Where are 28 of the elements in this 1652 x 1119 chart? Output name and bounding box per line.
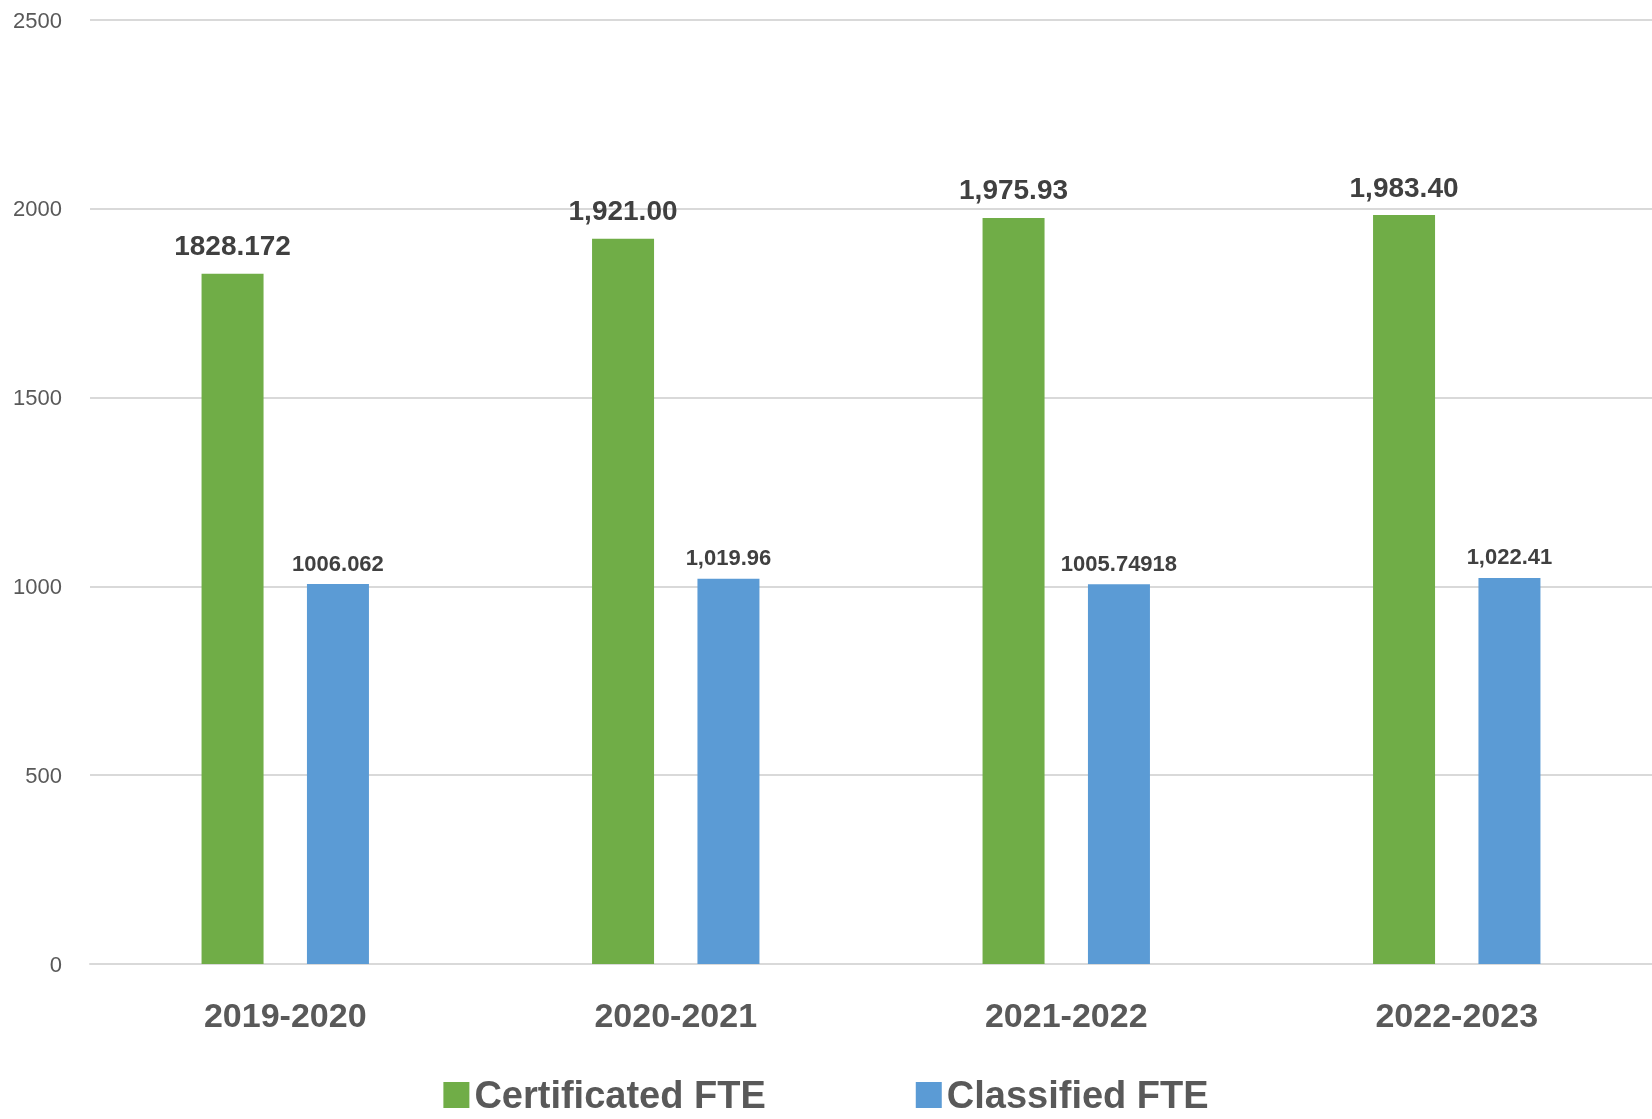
y-tick-label: 0 — [49, 951, 62, 977]
x-tick-label: 2019-2020 — [203, 996, 367, 1034]
data-label: 1005.74918 — [1060, 550, 1178, 576]
data-label: 1,975.93 — [959, 174, 1069, 206]
y-tick-label: 2000 — [13, 196, 62, 222]
bar — [1478, 577, 1541, 964]
bar — [697, 578, 760, 964]
y-tick-label: 500 — [25, 762, 62, 788]
bar — [306, 584, 369, 964]
legend-label: Certificated FTE — [474, 1074, 766, 1116]
y-tick-label: 2500 — [13, 7, 62, 33]
bar — [982, 217, 1045, 964]
bar — [1087, 584, 1150, 964]
y-tick-label: 1000 — [13, 573, 62, 599]
data-label: 1006.062 — [292, 550, 384, 576]
x-tick-label: 2020-2021 — [594, 996, 758, 1034]
x-tick-label: 2022-2023 — [1375, 996, 1539, 1034]
bar — [201, 273, 264, 964]
x-tick-label: 2021-2022 — [984, 996, 1148, 1034]
data-label: 1828.172 — [174, 230, 291, 262]
bar — [592, 238, 655, 964]
data-label: 1,983.40 — [1349, 171, 1459, 203]
y-tick-label: 1500 — [13, 385, 62, 411]
legend-label: Classified FTE — [946, 1074, 1209, 1116]
data-label: 1,019.96 — [685, 545, 772, 571]
data-label: 1,921.00 — [568, 195, 678, 227]
data-label: 1,022.41 — [1466, 544, 1553, 570]
bar — [1373, 215, 1436, 964]
